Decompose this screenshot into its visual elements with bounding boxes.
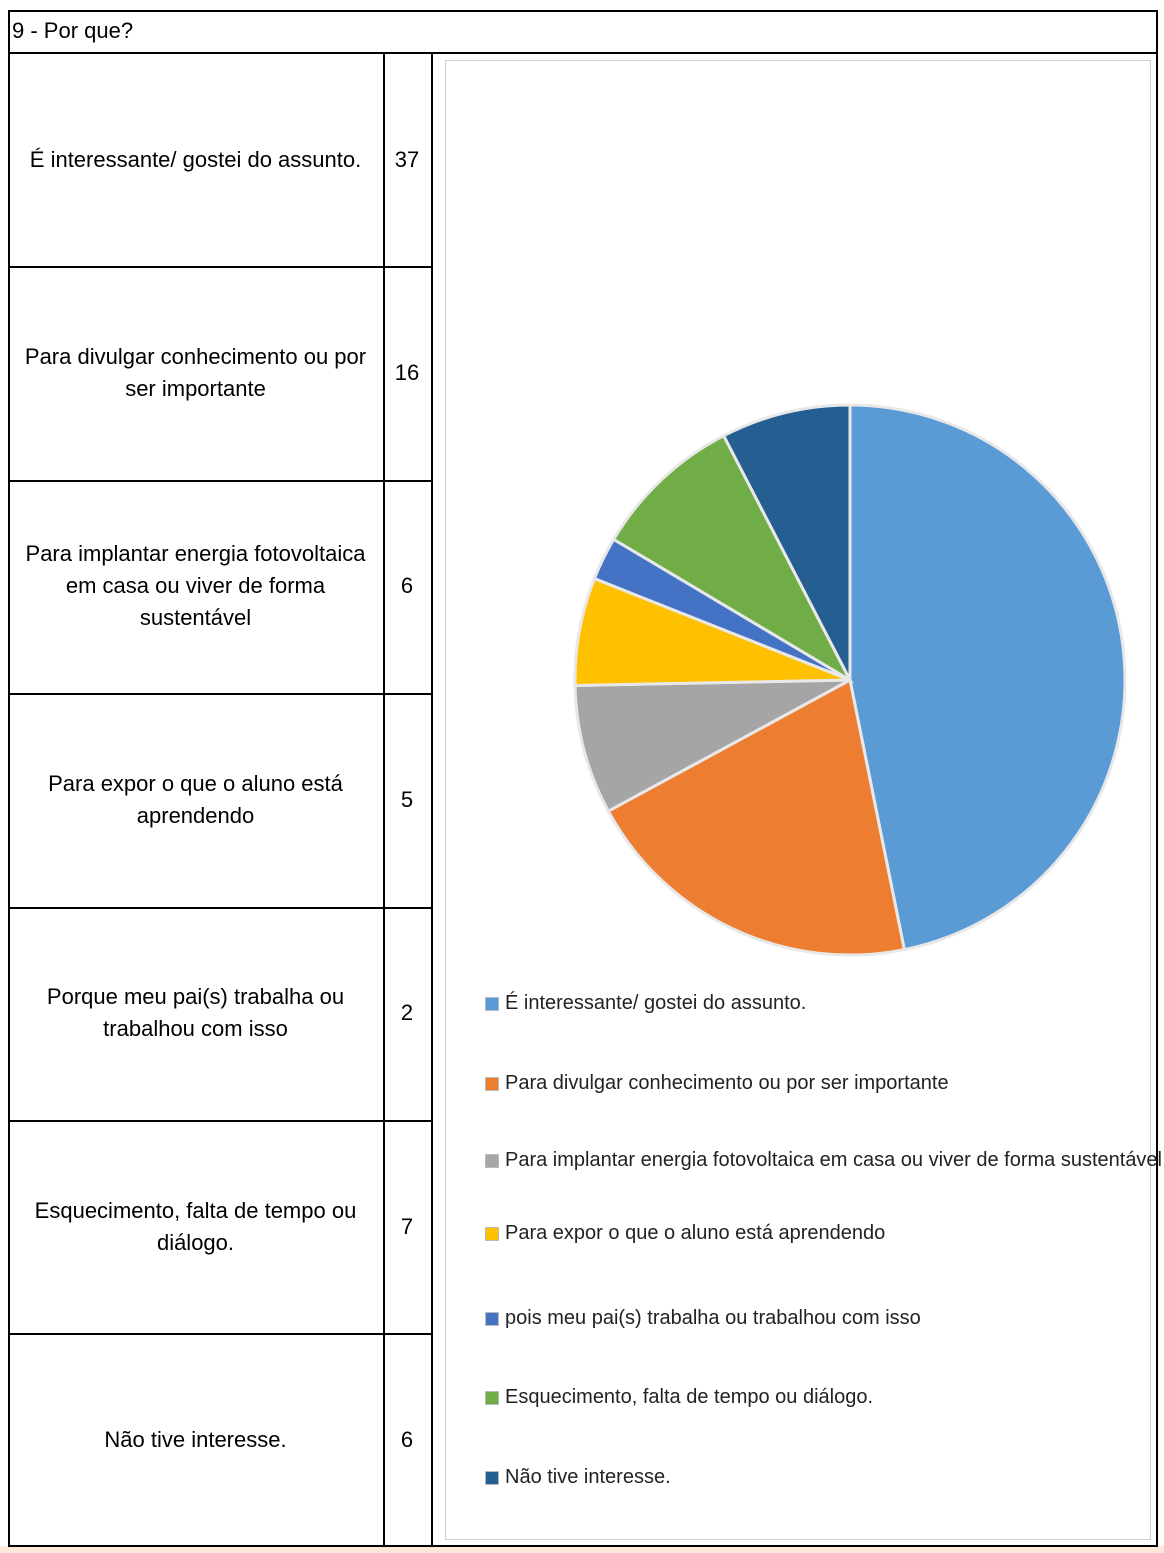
legend-label: Para implantar energia fotovoltaica em c… [505, 1149, 1163, 1171]
chart-frame [445, 60, 1151, 1540]
column-rule [383, 53, 385, 1547]
row-count: 7 [400, 1213, 414, 1239]
legend-entry: É interessante/ gostei do assunto. [485, 989, 1164, 1017]
row-rule [8, 479, 431, 482]
row-count: 37 [394, 146, 420, 172]
row-rule [8, 266, 431, 269]
legend-entry: Para expor o que o aluno está aprendendo [485, 1219, 1164, 1247]
row-label: Esquecimento, falta de tempo ou diálogo. [34, 1197, 357, 1255]
legend-label: Para expor o que o aluno está aprendendo [505, 1222, 886, 1244]
row-count: 2 [400, 1000, 414, 1026]
pie-slice [573, 678, 851, 814]
row-rule [8, 1120, 431, 1122]
legend-swatch [485, 1153, 499, 1168]
row-count: 6 [400, 573, 414, 599]
row-rule [8, 693, 431, 696]
legend-entry: pois meu pai(s) trabalha ou trabalhou co… [485, 1304, 1164, 1332]
row-rule [8, 906, 431, 909]
legend-swatch [485, 1076, 499, 1091]
row-count: 5 [400, 786, 414, 812]
column-rule [431, 53, 433, 1547]
row-label: É interessante/ gostei do assunto. [29, 146, 362, 172]
row-label: Não tive interesse. [104, 1427, 287, 1453]
pie-slice [611, 433, 854, 684]
legend-label: Não tive interesse. [505, 1466, 671, 1488]
legend-label: pois meu pai(s) trabalha ou trabalhou co… [505, 1307, 921, 1329]
row-label: Para divulgar conhecimento ou por ser im… [24, 344, 367, 402]
legend-swatch [485, 1390, 499, 1405]
legend-swatch [485, 1226, 499, 1241]
row-label: Para implantar energia fotovoltaica em c… [25, 541, 366, 631]
legend-entry: Para divulgar conhecimento ou por ser im… [485, 1069, 1164, 1097]
legend-label: É interessante/ gostei do assunto. [505, 992, 807, 1014]
row-label: Para expor o que o aluno está aprendendo [48, 770, 343, 828]
row-count: 16 [394, 360, 420, 386]
table-frame [8, 10, 1158, 1547]
pie-slice [848, 403, 1127, 952]
row-rule [8, 1333, 431, 1336]
legend-swatch [485, 1470, 499, 1485]
legend-label: Para divulgar conhecimento ou por ser im… [505, 1072, 949, 1094]
legend-entry: Esquecimento, falta de tempo ou diálogo. [485, 1383, 1164, 1411]
legend-entry: Para implantar energia fotovoltaica em c… [485, 1146, 1164, 1174]
legend-entry: Não tive interesse. [485, 1463, 1164, 1491]
legend-swatch [485, 996, 499, 1011]
pie-slice [721, 403, 852, 681]
row-count: 6 [400, 1427, 414, 1453]
pie-slice [606, 677, 907, 957]
legend-swatch [485, 1311, 499, 1326]
legend-label: Esquecimento, falta de tempo ou diálogo. [505, 1386, 874, 1408]
row-label: Porque meu pai(s) trabalha ou trabalhou … [46, 984, 345, 1042]
table-title: 9 - Por que? [8, 10, 1158, 54]
footer-strip [0, 1546, 1164, 1553]
